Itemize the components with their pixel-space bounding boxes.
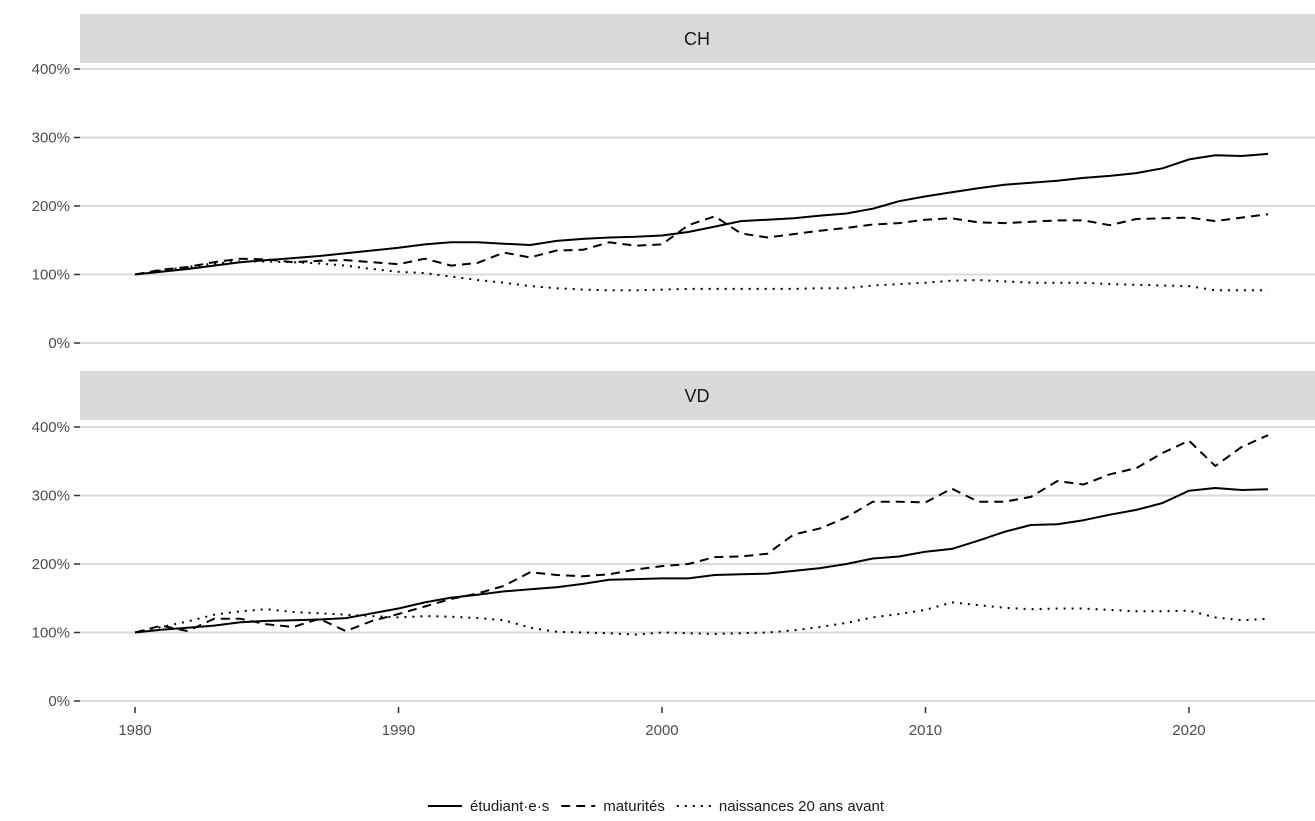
series-line-maturites	[134, 213, 1269, 276]
series-line-maturites	[134, 434, 1269, 634]
gridlines-ch	[80, 68, 1315, 344]
x-tick-label: 2020	[1172, 722, 1205, 739]
x-tick-label: 2010	[909, 722, 942, 739]
series-line-naissances	[134, 260, 1268, 292]
panel-ch: CH 0% 100% 200% 300% 400%	[32, 14, 1315, 352]
x-tick-label: 1980	[118, 722, 151, 739]
panel-vd: VD 0% 100% 200% 300% 400%	[32, 371, 1315, 710]
series-line-etudiants	[134, 487, 1269, 634]
legend: étudiant·e·s maturités naissances 20 ans a…	[428, 798, 885, 815]
y-tick-label: 400%	[32, 61, 70, 78]
series-lines-vd	[134, 434, 1269, 636]
facet-label-ch: CH	[684, 29, 710, 49]
facet-label-vd: VD	[684, 386, 709, 406]
y-tick-label: 300%	[32, 488, 70, 505]
x-tick-label: 1990	[382, 722, 415, 739]
x-axis: 1980 1990 2000 2010 2020	[118, 707, 1206, 739]
legend-label: naissances 20 ans avant	[719, 798, 885, 815]
x-tick-label: 2000	[645, 722, 678, 739]
y-axis-ch: 0% 100% 200% 300% 400%	[32, 61, 80, 352]
series-lines-ch	[134, 152, 1269, 292]
y-tick-label: 100%	[32, 267, 70, 284]
gridlines-vd	[80, 426, 1315, 702]
facet-strip-vd	[80, 371, 1315, 420]
legend-label: maturités	[603, 798, 665, 815]
series-line-etudiants	[134, 152, 1269, 276]
y-tick-label: 400%	[32, 419, 70, 436]
y-tick-label: 200%	[32, 556, 70, 573]
y-tick-label: 200%	[32, 198, 70, 215]
y-tick-label: 0%	[48, 693, 70, 710]
y-tick-label: 100%	[32, 625, 70, 642]
facet-strip-ch	[80, 14, 1315, 63]
series-line-naissances	[134, 601, 1269, 636]
y-tick-label: 300%	[32, 130, 70, 147]
y-tick-label: 0%	[48, 335, 70, 352]
legend-label: étudiant·e·s	[470, 798, 549, 815]
y-axis-vd: 0% 100% 200% 300% 400%	[32, 419, 80, 710]
